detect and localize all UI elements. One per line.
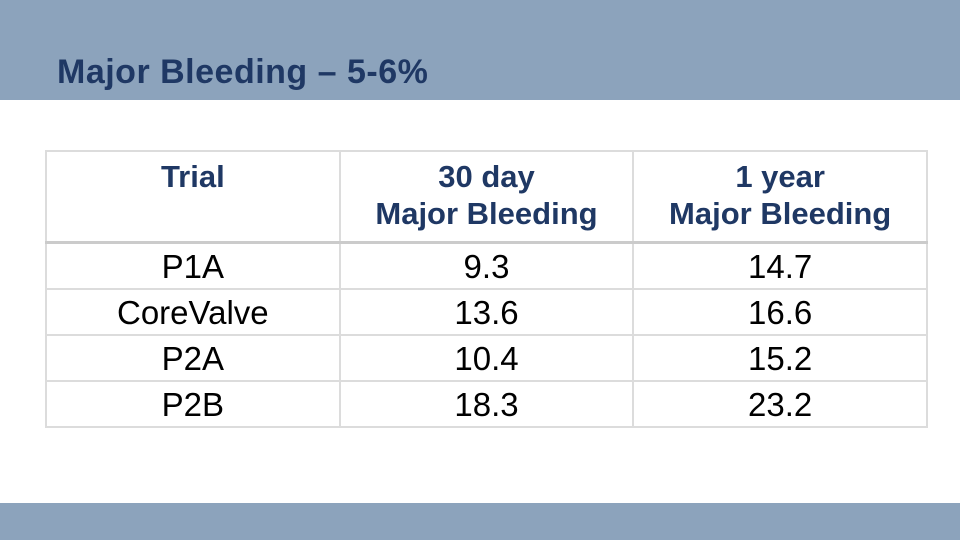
column-header-trial: Trial bbox=[45, 150, 341, 244]
cell-1year: 16.6 bbox=[632, 288, 928, 336]
column-header-30day-line1: 30 day bbox=[438, 159, 535, 194]
column-header-trial-label: Trial bbox=[160, 159, 225, 194]
top-band: Major Bleeding – 5-6% bbox=[0, 0, 960, 100]
cell-30day: 18.3 bbox=[338, 380, 635, 428]
major-bleeding-table: Trial 30 day Major Bleeding 1 year Major… bbox=[45, 150, 928, 428]
column-header-30day: 30 day Major Bleeding bbox=[338, 150, 635, 244]
table-row: P2A 10.4 15.2 bbox=[45, 334, 928, 382]
cell-trial: P1A bbox=[45, 241, 341, 290]
column-header-1year: 1 year Major Bleeding bbox=[632, 150, 928, 244]
cell-trial: P2B bbox=[45, 380, 341, 428]
table-row: P2B 18.3 23.2 bbox=[45, 380, 928, 428]
cell-trial: P2A bbox=[45, 334, 341, 382]
column-header-30day-line2: Major Bleeding bbox=[375, 195, 598, 231]
cell-1year: 15.2 bbox=[632, 334, 928, 382]
slide-title: Major Bleeding – 5-6% bbox=[57, 53, 429, 91]
cell-30day: 10.4 bbox=[338, 334, 635, 382]
column-header-1year-line1: 1 year bbox=[735, 159, 825, 194]
table-row: P1A 9.3 14.7 bbox=[45, 241, 928, 290]
cell-30day: 9.3 bbox=[338, 241, 635, 290]
cell-trial: CoreValve bbox=[45, 288, 341, 336]
table-row: CoreValve 13.6 16.6 bbox=[45, 288, 928, 336]
bottom-band bbox=[0, 503, 960, 540]
table-header-row: Trial 30 day Major Bleeding 1 year Major… bbox=[45, 150, 928, 244]
column-header-1year-line2: Major Bleeding bbox=[669, 195, 892, 231]
cell-30day: 13.6 bbox=[338, 288, 635, 336]
cell-1year: 23.2 bbox=[632, 380, 928, 428]
cell-1year: 14.7 bbox=[632, 241, 928, 290]
